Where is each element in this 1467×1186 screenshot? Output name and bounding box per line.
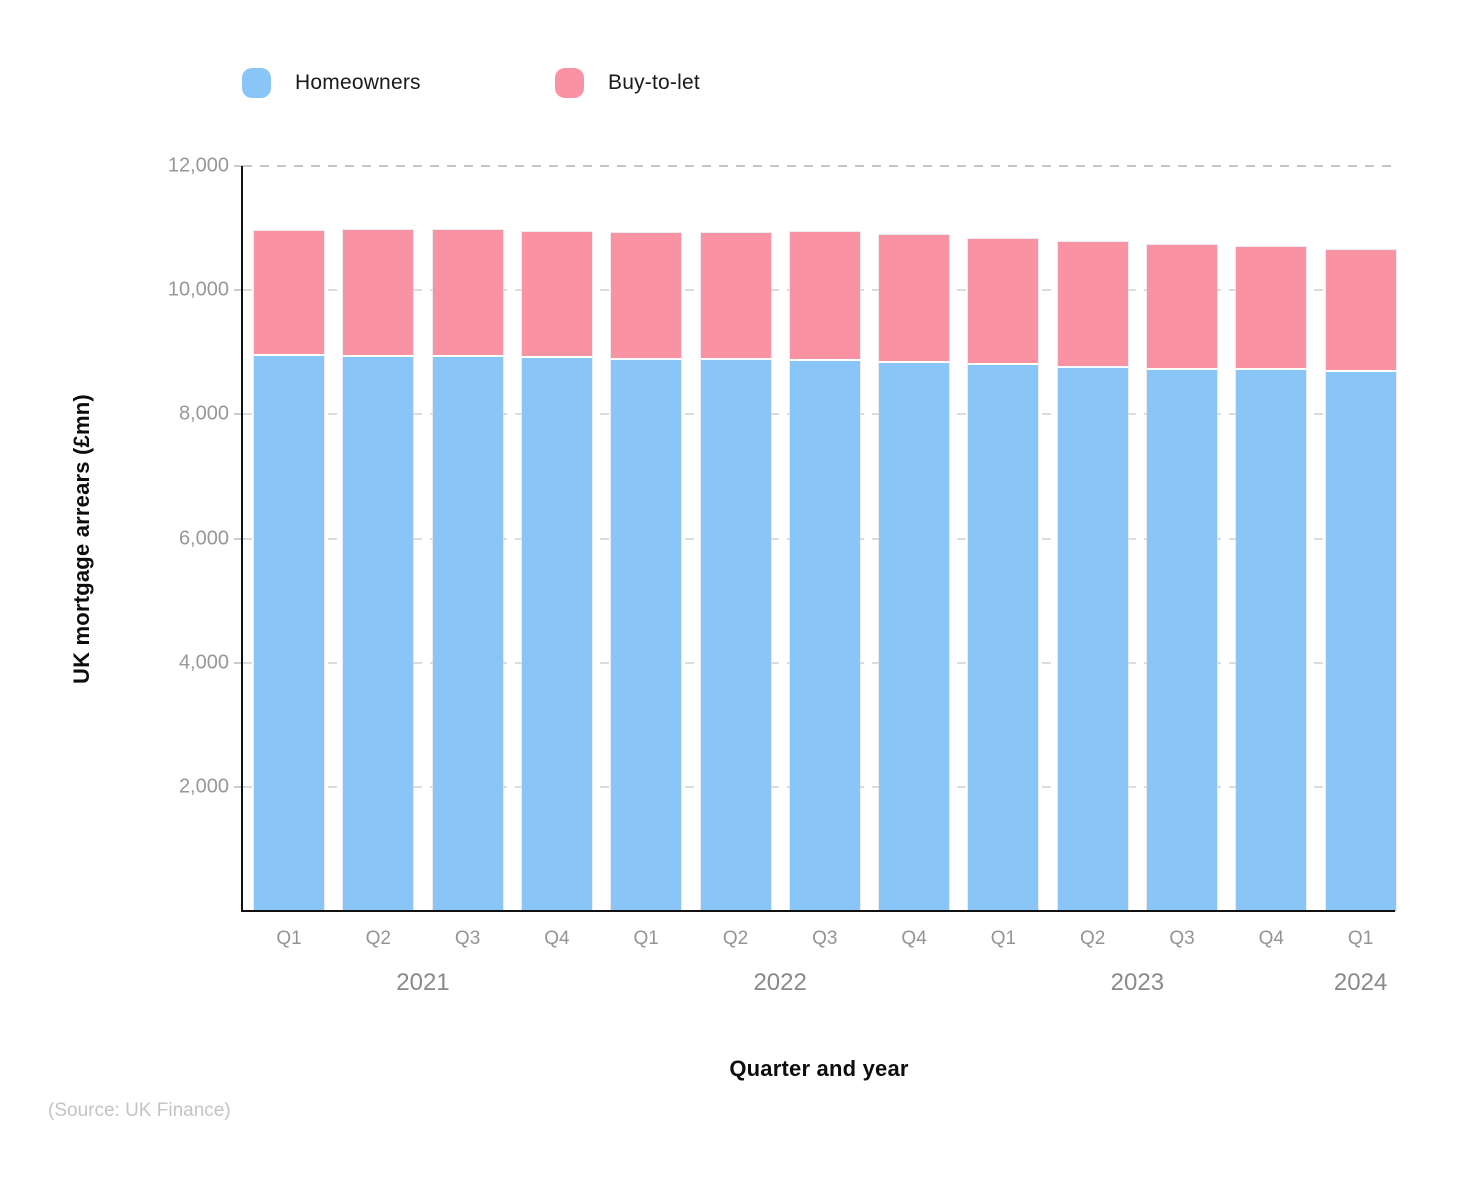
y-tick-label-6000: 6,000 [178,527,229,549]
bar-segment-homeowners-q2-2022[interactable] [700,359,771,911]
bar-q3-2023[interactable] [1147,245,1217,911]
bar-segment-homeowners-q4-2022[interactable] [879,362,950,911]
y-tick-label-4000: 4,000 [178,651,229,674]
x-tick-label-q1-2022: Q1 [633,928,659,949]
legend-label-homeowners: Homeowners [295,71,421,94]
bar-segment-homeowners-q2-2023[interactable] [1057,368,1128,911]
bar-q1-2023[interactable] [968,238,1039,911]
x-tick-label-q3-2023: Q3 [1169,928,1195,949]
bar-segment-homeowners-q3-2021[interactable] [432,356,503,911]
x-tick-label-q2-2022: Q2 [722,928,749,949]
buy-to-let-legend-swatch [555,68,584,98]
y-tick-label-8000: 8,000 [178,402,229,425]
bar-segment-homeowners-q3-2023[interactable] [1147,369,1217,911]
homeowners-legend-swatch [242,68,271,98]
x-tick-label-q1-2023: Q1 [990,928,1017,949]
y-tick-mark-6000 [234,537,243,540]
y-tick-label-10000: 10,000 [167,278,229,301]
y-tick-mark-10000 [234,289,243,292]
y-tick-mark-8000 [234,413,243,416]
bar-segment-buy-to-let-q1-2021[interactable] [254,230,324,356]
bar-q2-2023[interactable] [1057,241,1128,911]
bar-segment-homeowners-q2-2021[interactable] [343,356,414,911]
bar-q1-2024[interactable] [1325,249,1396,911]
legend-label-buy-to-let: Buy-to-let [608,71,700,94]
x-tick-label-q4-2023: Q4 [1258,928,1284,949]
bar-segment-homeowners-q1-2024[interactable] [1325,371,1396,911]
x-tick-label-q1-2021: Q1 [276,928,302,949]
year-label-2022: 2022 [753,969,807,996]
year-label-2024: 2024 [1333,969,1388,996]
bar-q4-2021[interactable] [521,231,592,911]
bar-segment-buy-to-let-q1-2024[interactable] [1325,249,1396,372]
bar-q3-2022[interactable] [789,231,860,911]
bar-q1-2021[interactable] [254,230,324,911]
x-tick-label-q4-2022: Q4 [901,928,927,949]
legend-item-buy-to-let[interactable]: Buy-to-let [555,68,700,98]
legend-item-homeowners[interactable]: Homeowners [242,68,421,98]
x-axis-line [241,910,1395,912]
x-tick-label-q2-2023: Q2 [1080,928,1106,949]
bar-q1-2022[interactable] [611,233,682,911]
year-label-2021: 2021 [396,969,450,996]
bar-segment-homeowners-q1-2023[interactable] [968,364,1039,911]
gridline-12000 [243,165,1395,167]
x-tick-label-q2-2021: Q2 [365,928,391,949]
bar-segment-buy-to-let-q4-2022[interactable] [879,234,950,363]
bar-segment-homeowners-q1-2021[interactable] [254,355,324,911]
bar-segment-homeowners-q1-2022[interactable] [611,359,682,911]
x-tick-label-q3-2021: Q3 [454,928,481,949]
y-axis-line [241,166,243,912]
bar-segment-buy-to-let-q3-2022[interactable] [789,231,860,361]
bar-segment-buy-to-let-q3-2021[interactable] [432,229,503,357]
x-tick-label-q4-2021: Q4 [544,928,570,949]
bar-segment-buy-to-let-q2-2021[interactable] [343,229,414,357]
x-axis-title: Quarter and year [729,1056,909,1081]
x-tick-label-q1-2024: Q1 [1347,928,1374,949]
year-label-2023: 2023 [1110,969,1165,996]
y-tick-mark-4000 [234,661,243,664]
y-tick-mark-12000 [234,165,243,167]
bar-q3-2021[interactable] [432,229,503,911]
bar-segment-buy-to-let-q1-2022[interactable] [611,233,682,360]
y-tick-label-12000: 12,000 [167,154,229,177]
bar-segment-buy-to-let-q3-2023[interactable] [1147,245,1217,370]
bar-segment-buy-to-let-q2-2022[interactable] [700,233,771,360]
y-axis-title: UK mortgage arrears (£mn) [69,394,94,684]
bar-segment-buy-to-let-q4-2023[interactable] [1236,246,1307,370]
bar-q2-2021[interactable] [343,229,414,911]
bar-q4-2023[interactable] [1236,246,1307,911]
bar-q4-2022[interactable] [879,234,950,911]
source-note: (Source: UK Finance) [48,1100,231,1121]
bar-segment-buy-to-let-q2-2023[interactable] [1057,241,1128,369]
bar-segment-homeowners-q4-2021[interactable] [521,358,592,911]
bar-segment-buy-to-let-q1-2023[interactable] [968,238,1039,365]
x-tick-label-q3-2022: Q3 [812,928,838,949]
y-tick-label-2000: 2,000 [178,775,229,798]
bar-q2-2022[interactable] [700,233,771,911]
bar-segment-homeowners-q4-2023[interactable] [1236,369,1307,911]
y-tick-mark-2000 [234,785,243,788]
bar-segment-homeowners-q3-2022[interactable] [789,360,860,911]
plot-area: 2,000 4,000 6,000 8,000 10,000 12,000 Q1 Q2 Q3 Q4… [168,155,1396,996]
bar-segment-buy-to-let-q4-2021[interactable] [521,231,592,359]
